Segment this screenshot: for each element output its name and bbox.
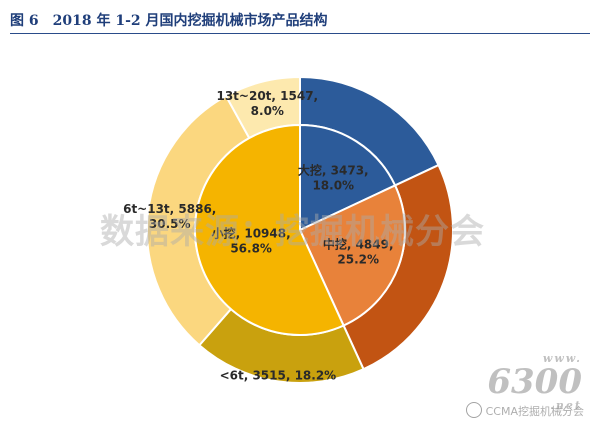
inner-slice-2 [194, 123, 345, 336]
outer-label-4: 13t~20t, 1547, 8.0% [216, 89, 318, 118]
outer-label-3: 6t~13t, 5886, 30.5% [123, 202, 216, 231]
title-rule [10, 33, 590, 34]
inner-label-2: 小挖, 10948, 56.8% [212, 226, 291, 256]
labels: 大挖, 3473, 18.0% 中挖, 4849, 25.2% 小挖, 10948, 56… [123, 89, 393, 382]
inner-label-1: 中挖, 4849, 25.2% [323, 236, 394, 266]
outer-label-2: <6t, 3515, 18.2% [220, 368, 337, 382]
inner-ring [194, 123, 406, 336]
chart-title: 图 6 2018 年 1-2 月国内挖掘机械市场产品结构 [10, 13, 328, 29]
inner-slice-0 [299, 123, 397, 232]
inner-slice-1 [298, 184, 406, 327]
inner-label-0: 大挖, 3473, 18.0% [298, 163, 369, 193]
